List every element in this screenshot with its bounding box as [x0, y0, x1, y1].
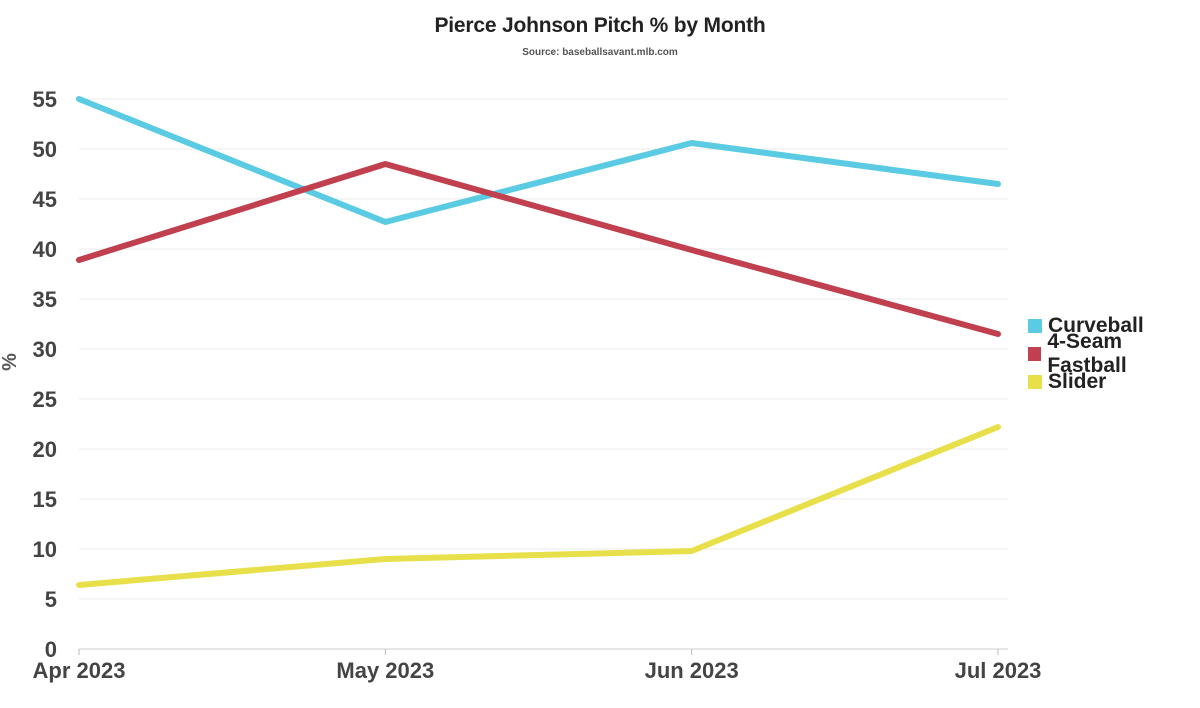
y-tick-label: 15: [33, 487, 57, 512]
y-tick-label: 40: [33, 237, 57, 262]
x-axis-ticks: Apr 2023 May 2023 Jun 2023 Jul 2023: [33, 649, 1042, 683]
x-tick-label: Jun 2023: [645, 658, 739, 683]
legend-swatch: [1028, 319, 1042, 333]
y-tick-label: 35: [33, 287, 57, 312]
legend-item: Slider: [1028, 368, 1200, 396]
legend: Curveball 4-Seam Fastball Slider: [1028, 312, 1200, 396]
y-tick-label: 50: [33, 137, 57, 162]
y-tick-label: 45: [33, 187, 57, 212]
series-lines: [76, 96, 1001, 588]
y-tick-label: 0: [45, 637, 57, 662]
x-tick-label: Jul 2023: [955, 658, 1042, 683]
legend-label: Slider: [1048, 370, 1107, 393]
y-tick-label: 20: [33, 437, 57, 462]
y-tick-label: 55: [33, 87, 57, 112]
series-line-4-seam-fastball: [76, 161, 1001, 337]
y-tick-label: 5: [45, 587, 57, 612]
legend-item: 4-Seam Fastball: [1028, 330, 1200, 377]
chart-title: Pierce Johnson Pitch % by Month: [434, 14, 766, 37]
legend-swatch: [1028, 375, 1042, 389]
legend-swatch: [1028, 347, 1042, 361]
y-tick-label: 25: [33, 387, 57, 412]
x-tick-label: Apr 2023: [33, 658, 126, 683]
series-line-slider: [76, 424, 1001, 588]
legend-item: Curveball: [1028, 312, 1200, 340]
x-tick-label: May 2023: [336, 658, 434, 683]
y-tick-label: 10: [33, 537, 57, 562]
y-axis-label: %: [0, 353, 21, 371]
gridlines: [79, 98, 1008, 650]
legend-label: Curveball: [1048, 314, 1144, 337]
chart-subtitle: Source: baseballsavant.mlb.com: [522, 47, 678, 58]
y-tick-label: 30: [33, 337, 57, 362]
legend-label: 4-Seam Fastball: [1047, 330, 1127, 377]
y-axis-ticks: 0 5 10 15 20 25 30 35 40 45 50 55: [33, 87, 57, 662]
series-line-curveball: [76, 96, 1001, 225]
